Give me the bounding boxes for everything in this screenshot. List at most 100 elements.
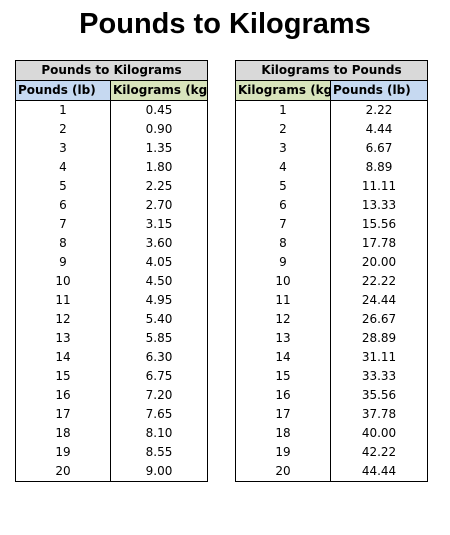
converted-value-cell: 28.89 <box>330 329 428 348</box>
converted-value-cell: 7.20 <box>110 386 208 405</box>
table-row: 12 26.67 <box>235 310 428 329</box>
table-row: 13 5.85 <box>15 329 208 348</box>
table-row: 17 37.78 <box>235 405 428 424</box>
table-row: 15 33.33 <box>235 367 428 386</box>
converted-value-cell: 44.44 <box>330 462 428 482</box>
input-value-cell: 20 <box>15 462 111 482</box>
converted-value-cell: 1.35 <box>110 139 208 158</box>
table-row: 1 2.22 <box>235 100 428 120</box>
input-value-cell: 16 <box>235 386 331 405</box>
table-row: 9 20.00 <box>235 253 428 272</box>
converted-value-cell: 4.50 <box>110 272 208 291</box>
converted-value-cell: 4.05 <box>110 253 208 272</box>
input-value-cell: 8 <box>15 234 111 253</box>
table-row: 12 5.40 <box>15 310 208 329</box>
converted-value-cell: 20.00 <box>330 253 428 272</box>
input-value-cell: 4 <box>235 158 331 177</box>
input-value-cell: 16 <box>15 386 111 405</box>
converted-value-cell: 5.85 <box>110 329 208 348</box>
table-row: 13 28.89 <box>235 329 428 348</box>
input-value-cell: 7 <box>15 215 111 234</box>
page-title: Pounds to Kilograms <box>79 8 371 40</box>
table-row: 20 9.00 <box>15 462 208 482</box>
input-value-cell: 13 <box>15 329 111 348</box>
converted-value-cell: 9.00 <box>110 462 208 482</box>
input-value-cell: 17 <box>235 405 331 424</box>
pounds-to-kilograms-table: Pounds to Kilograms Pounds (lb) Kilogram… <box>15 60 208 482</box>
converted-value-cell: 31.11 <box>330 348 428 367</box>
table-row: 5 2.25 <box>15 177 208 196</box>
table-row: 7 15.56 <box>235 215 428 234</box>
table-row: 4 1.80 <box>15 158 208 177</box>
table-row: 2 4.44 <box>235 120 428 139</box>
converted-value-cell: 2.22 <box>330 100 428 120</box>
input-value-cell: 14 <box>15 348 111 367</box>
column-header-pounds: Pounds (lb) <box>15 80 111 101</box>
converted-value-cell: 42.22 <box>330 443 428 462</box>
input-value-cell: 4 <box>15 158 111 177</box>
table-row: 10 22.22 <box>235 272 428 291</box>
input-value-cell: 3 <box>15 139 111 158</box>
table-row: 11 4.95 <box>15 291 208 310</box>
input-value-cell: 13 <box>235 329 331 348</box>
converted-value-cell: 40.00 <box>330 424 428 443</box>
table-row: 14 31.11 <box>235 348 428 367</box>
converted-value-cell: 3.60 <box>110 234 208 253</box>
converted-value-cell: 6.67 <box>330 139 428 158</box>
table-row: 2 0.90 <box>15 120 208 139</box>
table-row: 7 3.15 <box>15 215 208 234</box>
table-row: 16 35.56 <box>235 386 428 405</box>
input-value-cell: 19 <box>235 443 331 462</box>
converted-value-cell: 7.65 <box>110 405 208 424</box>
input-value-cell: 9 <box>15 253 111 272</box>
input-value-cell: 9 <box>235 253 331 272</box>
input-value-cell: 11 <box>235 291 331 310</box>
input-value-cell: 15 <box>15 367 111 386</box>
table-row: 19 8.55 <box>15 443 208 462</box>
input-value-cell: 11 <box>15 291 111 310</box>
converted-value-cell: 6.75 <box>110 367 208 386</box>
table-row: 1 0.45 <box>15 100 208 120</box>
table-row: 3 1.35 <box>15 139 208 158</box>
input-value-cell: 17 <box>15 405 111 424</box>
converted-value-cell: 4.44 <box>330 120 428 139</box>
table-row: 15 6.75 <box>15 367 208 386</box>
converted-value-cell: 8.89 <box>330 158 428 177</box>
converted-value-cell: 3.15 <box>110 215 208 234</box>
converted-value-cell: 0.45 <box>110 100 208 120</box>
table-row: 18 8.10 <box>15 424 208 443</box>
converted-value-cell: 2.25 <box>110 177 208 196</box>
converted-value-cell: 17.78 <box>330 234 428 253</box>
converted-value-cell: 4.95 <box>110 291 208 310</box>
converted-value-cell: 35.56 <box>330 386 428 405</box>
table-row: 18 40.00 <box>235 424 428 443</box>
input-value-cell: 12 <box>235 310 331 329</box>
input-value-cell: 3 <box>235 139 331 158</box>
converted-value-cell: 11.11 <box>330 177 428 196</box>
table-row: 8 17.78 <box>235 234 428 253</box>
converted-value-cell: 37.78 <box>330 405 428 424</box>
converted-value-cell: 0.90 <box>110 120 208 139</box>
column-header-kilograms: Kilograms (kg) <box>235 80 331 101</box>
table-row: 16 7.20 <box>15 386 208 405</box>
table-row: 8 3.60 <box>15 234 208 253</box>
table-row: 11 24.44 <box>235 291 428 310</box>
table-row: 6 13.33 <box>235 196 428 215</box>
input-value-cell: 6 <box>15 196 111 215</box>
converted-value-cell: 24.44 <box>330 291 428 310</box>
input-value-cell: 2 <box>235 120 331 139</box>
input-value-cell: 2 <box>15 120 111 139</box>
input-value-cell: 18 <box>235 424 331 443</box>
table-row: 14 6.30 <box>15 348 208 367</box>
input-value-cell: 10 <box>235 272 331 291</box>
input-value-cell: 15 <box>235 367 331 386</box>
table-row: 5 11.11 <box>235 177 428 196</box>
converted-value-cell: 26.67 <box>330 310 428 329</box>
table-caption: Kilograms to Pounds <box>235 60 428 81</box>
table-row: 20 44.44 <box>235 462 428 482</box>
input-value-cell: 6 <box>235 196 331 215</box>
converted-value-cell: 13.33 <box>330 196 428 215</box>
input-value-cell: 5 <box>15 177 111 196</box>
table-row: 3 6.67 <box>235 139 428 158</box>
input-value-cell: 20 <box>235 462 331 482</box>
